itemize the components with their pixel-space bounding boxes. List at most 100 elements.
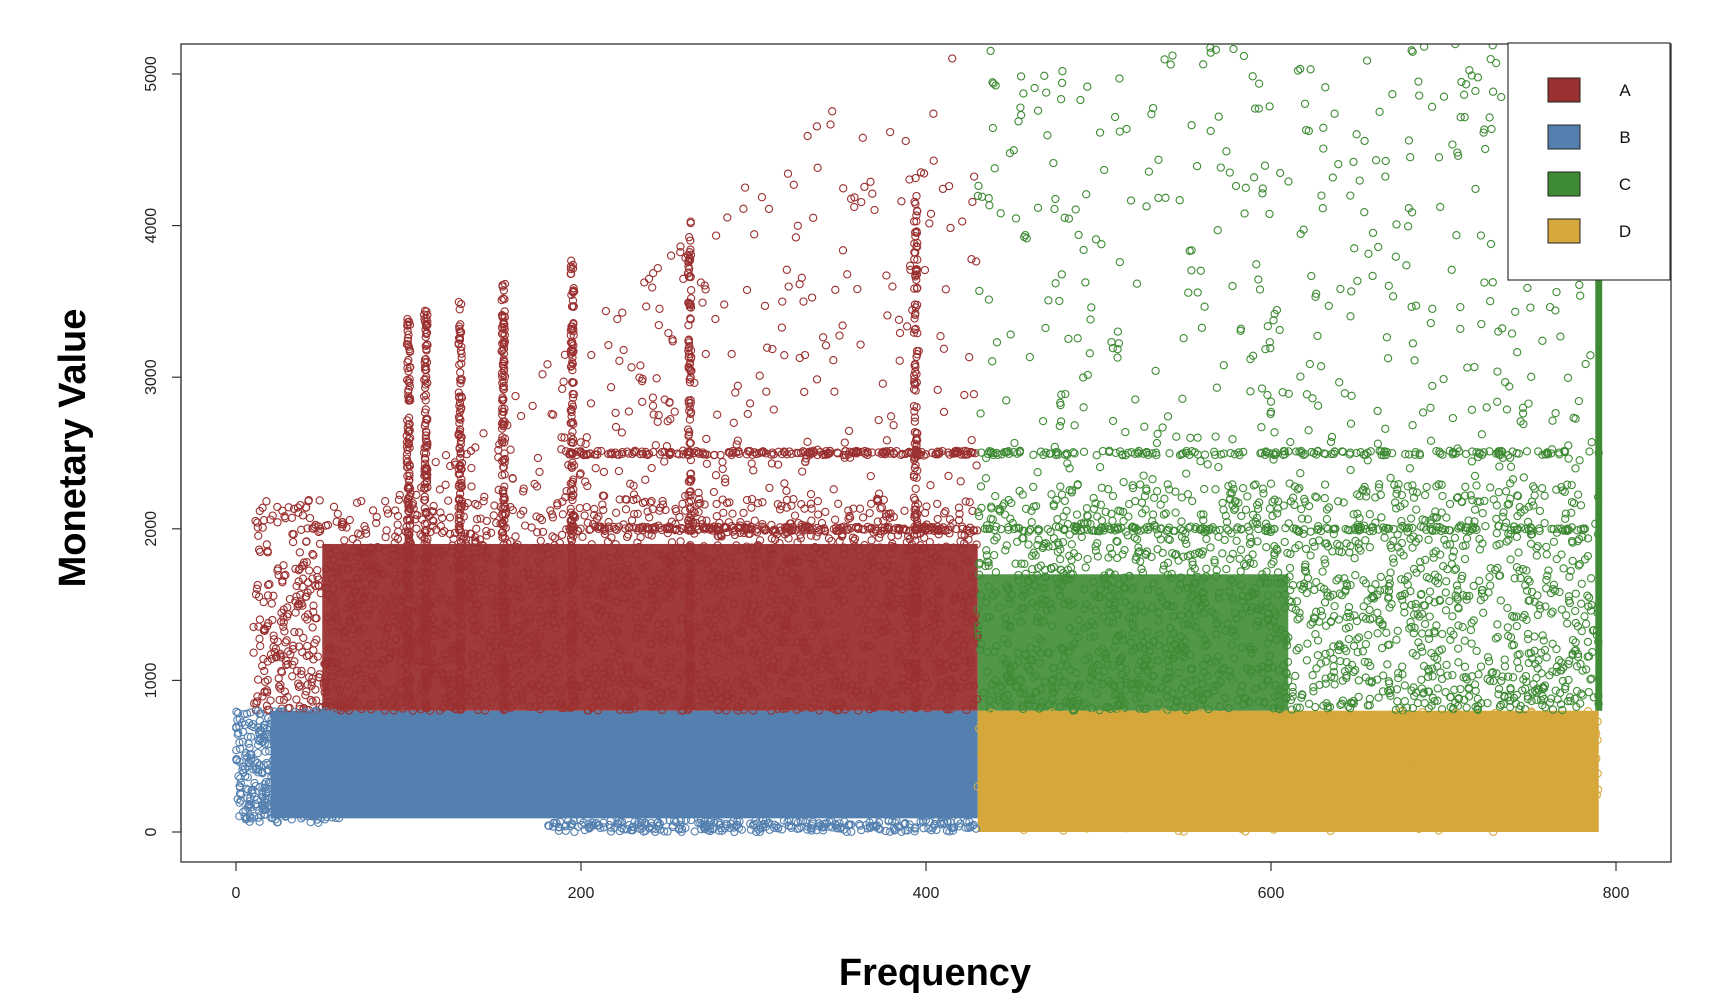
point-a	[836, 565, 845, 574]
point-a	[273, 518, 282, 527]
point-a	[472, 515, 482, 524]
point-a	[894, 315, 904, 324]
point-a	[653, 264, 662, 273]
point-a	[832, 640, 841, 649]
point-a	[896, 578, 906, 588]
point-a	[256, 641, 265, 651]
point-a	[441, 480, 450, 489]
point-a	[530, 651, 539, 660]
point-a	[583, 571, 592, 580]
point-a	[292, 695, 301, 704]
point-a	[517, 695, 527, 704]
point-a	[615, 356, 624, 365]
point-a	[936, 555, 945, 564]
point-a	[533, 648, 542, 658]
point-a	[731, 572, 741, 581]
point-a	[813, 570, 822, 579]
point-a	[965, 498, 974, 507]
point-a	[859, 661, 868, 670]
point-a	[972, 540, 981, 549]
point-a	[531, 652, 541, 661]
point-a	[578, 650, 587, 660]
point-a	[917, 552, 926, 561]
point-a	[652, 374, 661, 383]
point-a	[527, 605, 536, 614]
point-a	[954, 503, 964, 512]
point-a	[780, 479, 789, 488]
point-a	[933, 499, 942, 509]
point-a	[840, 543, 849, 552]
point-a	[361, 525, 370, 534]
point-a	[769, 405, 778, 414]
point-a	[965, 682, 974, 691]
point-a	[778, 297, 787, 306]
point-a	[738, 674, 747, 684]
point-a	[276, 684, 285, 693]
point-a	[763, 647, 772, 656]
point-a	[715, 600, 724, 610]
point-a	[581, 477, 590, 486]
point-a	[605, 669, 614, 678]
point-a	[646, 606, 655, 616]
point-a	[882, 436, 892, 445]
point-a	[557, 530, 567, 540]
point-a	[648, 283, 657, 292]
point-a	[701, 349, 710, 359]
point-a	[472, 524, 481, 533]
point-a	[729, 598, 738, 608]
point-a	[661, 663, 671, 673]
point-a	[747, 494, 757, 504]
point-a	[757, 193, 767, 202]
point-a	[619, 345, 628, 355]
point-a	[676, 635, 685, 644]
point-a	[599, 467, 609, 477]
point-a	[484, 638, 494, 648]
point-a	[488, 626, 497, 635]
point-a	[416, 567, 425, 576]
point-a	[281, 514, 290, 523]
point-a	[883, 560, 893, 570]
series-b-dense-region	[270, 710, 978, 819]
point-a	[382, 505, 392, 514]
point-a	[706, 577, 715, 586]
point-a	[960, 555, 970, 564]
point-a	[305, 513, 315, 523]
point-a	[674, 652, 683, 661]
point-a	[807, 293, 817, 302]
point-a	[555, 550, 564, 559]
point-a	[829, 485, 838, 494]
point-a	[955, 566, 964, 576]
point-a	[532, 482, 542, 491]
point-a	[319, 679, 328, 688]
point-a	[844, 426, 854, 436]
point-a	[800, 387, 809, 397]
point-a	[588, 674, 597, 683]
point-a	[266, 515, 275, 524]
point-a	[758, 666, 768, 676]
point-a	[933, 514, 942, 524]
point-a	[791, 233, 801, 242]
point-a	[265, 580, 274, 589]
point-a	[561, 493, 570, 502]
point-a	[639, 625, 648, 634]
point-a	[923, 679, 933, 688]
point-a	[376, 570, 386, 579]
point-a	[602, 582, 612, 591]
point-a	[758, 635, 767, 645]
point-a	[946, 688, 956, 698]
point-a	[514, 585, 523, 594]
point-a	[350, 636, 359, 645]
point-a	[798, 467, 807, 476]
point-a	[383, 622, 393, 632]
point-a	[384, 643, 393, 652]
point-a	[829, 704, 838, 713]
point-a	[949, 684, 958, 693]
point-a	[860, 182, 869, 192]
point-a	[737, 686, 746, 695]
point-a	[543, 360, 552, 369]
point-a	[808, 620, 817, 630]
point-a	[666, 593, 675, 602]
point-a	[675, 639, 684, 648]
point-a	[797, 703, 806, 712]
point-a	[626, 606, 636, 615]
